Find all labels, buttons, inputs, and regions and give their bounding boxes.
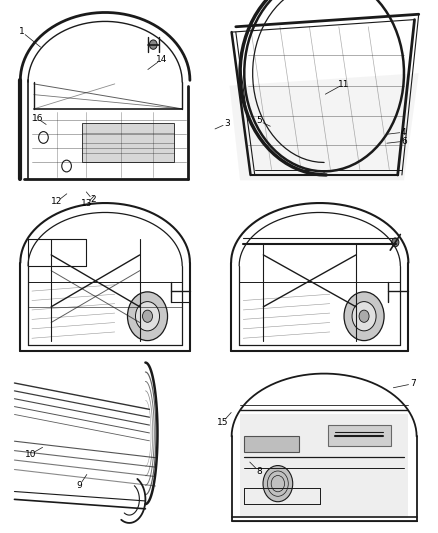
Polygon shape <box>240 415 408 518</box>
Text: 11: 11 <box>338 80 349 88</box>
Text: 4: 4 <box>401 128 406 136</box>
Polygon shape <box>82 123 174 163</box>
Text: 10: 10 <box>25 450 36 458</box>
Text: 15: 15 <box>217 418 228 426</box>
Circle shape <box>135 302 159 331</box>
Text: 3: 3 <box>224 119 230 128</box>
Text: 8: 8 <box>256 467 262 476</box>
Circle shape <box>359 310 369 322</box>
Text: 7: 7 <box>410 379 416 388</box>
Circle shape <box>142 310 152 322</box>
Text: 14: 14 <box>155 55 167 64</box>
Text: 16: 16 <box>32 114 43 123</box>
Circle shape <box>127 292 168 341</box>
Circle shape <box>392 238 399 247</box>
Polygon shape <box>244 437 299 452</box>
Circle shape <box>263 465 293 502</box>
Text: 2: 2 <box>90 196 95 204</box>
Text: 6: 6 <box>401 137 407 146</box>
Polygon shape <box>230 73 419 180</box>
Text: 13: 13 <box>81 199 92 208</box>
Text: 12: 12 <box>51 197 63 206</box>
Text: 9: 9 <box>77 481 83 489</box>
Circle shape <box>149 40 157 50</box>
Circle shape <box>344 292 384 341</box>
Circle shape <box>352 302 376 331</box>
Text: 5: 5 <box>256 117 262 125</box>
Polygon shape <box>328 425 392 446</box>
Circle shape <box>62 160 71 172</box>
Circle shape <box>39 132 48 143</box>
Text: 1: 1 <box>19 28 25 36</box>
